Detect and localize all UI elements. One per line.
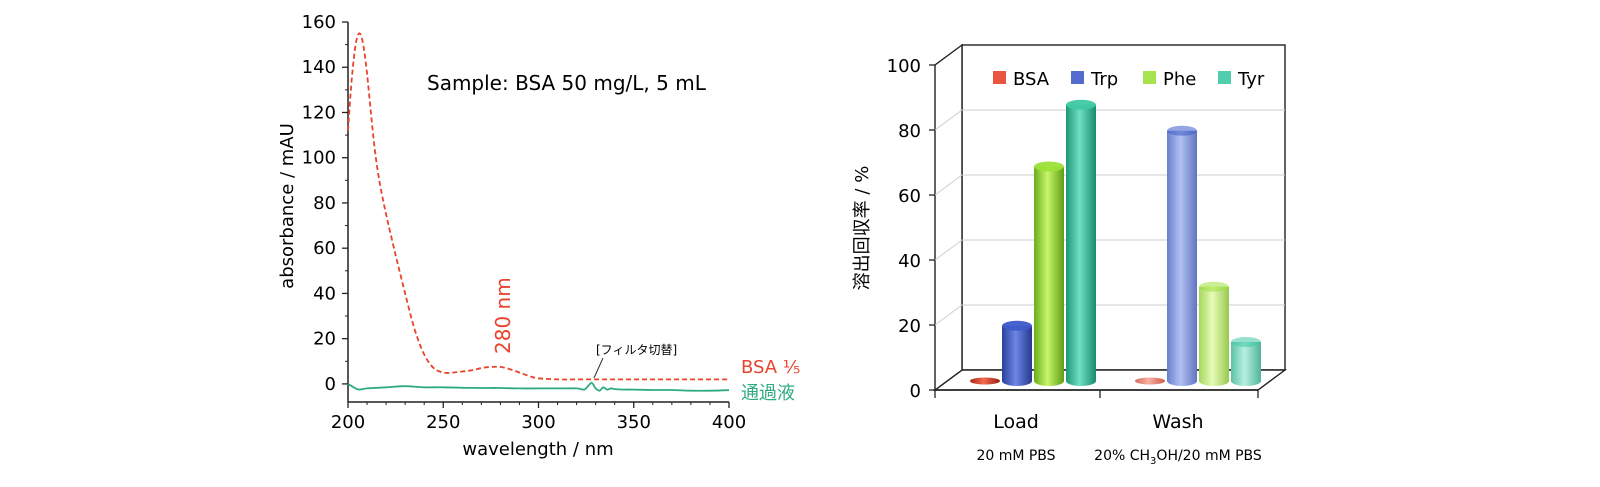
y-tick-label: 120 <box>302 102 336 123</box>
y-tick-label: 20 <box>313 329 336 350</box>
filter-switch-label: [フィルタ切替] <box>596 343 677 357</box>
back-wall <box>961 44 1286 371</box>
category-sublabel-load: 20 mM PBS <box>976 448 1055 464</box>
bar-wash-phe-top <box>1199 281 1229 292</box>
bar-chart-y-axis-label: 溶出回収率 / % <box>852 166 873 291</box>
grid-line-side <box>934 109 963 131</box>
y-tick-label: 40 <box>898 251 921 272</box>
line-chart-x-axis-label: wavelength / nm <box>462 439 613 460</box>
bar-wash-trp <box>1167 130 1197 386</box>
series-line-filtrate <box>347 381 730 392</box>
grid-line-side <box>934 174 963 196</box>
y-tick-label: 80 <box>313 193 336 214</box>
bar-wash-trp-top <box>1167 125 1197 136</box>
y-tick-label: 100 <box>887 56 921 77</box>
series-line-bsa <box>347 32 729 381</box>
sample-annotation: Sample: BSA 50 mg/L, 5 mL <box>427 71 707 95</box>
bar-chart-legend: BSA Trp Phe Tyr <box>993 69 1265 90</box>
line-chart-x-ticks: 200 250 300 350 400 <box>331 402 746 433</box>
y-tick-label: 40 <box>313 283 336 304</box>
y-tick-label: 20 <box>898 316 921 337</box>
grid-line-side <box>934 239 963 261</box>
bar-chart-frame <box>932 43 1288 392</box>
bar-load-bsa <box>970 377 1000 385</box>
y-tick-label: 0 <box>325 374 336 395</box>
y-tick-label: 0 <box>910 381 921 402</box>
legend-swatch-tyr <box>1218 71 1231 84</box>
bar-chart-y-ticks: 0 20 40 60 80 100 <box>887 56 1285 402</box>
bar-wash-bsa <box>1135 377 1165 385</box>
category-sublabel-wash: 20% CH3OH/20 mM PBS <box>1094 448 1262 467</box>
absorbance-line-chart: 200 250 300 350 400 0 20 40 60 80 100 120 140 160 wa… <box>277 12 800 460</box>
x-tick-label: 350 <box>617 412 651 433</box>
bar-load-phe-top <box>1034 161 1064 172</box>
legend-swatch-trp <box>1071 71 1084 84</box>
bar-load-tyr-top <box>1066 99 1096 110</box>
y-tick-label: 160 <box>302 12 336 33</box>
bar-load-trp <box>1002 325 1032 386</box>
bar-wash-tyr-top <box>1231 337 1261 347</box>
side-wall <box>934 43 963 392</box>
line-chart-series <box>347 32 730 392</box>
bar-wash-tyr <box>1231 342 1261 386</box>
y-tick-label: 100 <box>302 148 336 169</box>
recovery-bar-chart: 0 20 40 60 80 100 BSA Trp Phe Tyr Load Wash 20 mM … <box>852 43 1288 467</box>
bar-chart-bars <box>970 99 1261 386</box>
x-tick-label: 250 <box>426 412 460 433</box>
legend-label-bsa: BSA <box>1013 69 1050 90</box>
category-label-wash: Wash <box>1152 411 1203 433</box>
peak-280nm-label: 280 nm <box>491 277 515 354</box>
legend-label-phe: Phe <box>1163 69 1196 90</box>
bar-wash-phe <box>1199 286 1229 386</box>
bar-load-tyr <box>1066 104 1096 386</box>
x-tick-label: 400 <box>712 412 746 433</box>
y-tick-label: 60 <box>313 238 336 259</box>
bar-load-phe <box>1034 166 1064 386</box>
line-chart-y-ticks: 0 20 40 60 80 100 120 140 160 <box>302 12 348 395</box>
bar-load-trp-top <box>1002 320 1032 331</box>
y-tick-label: 140 <box>302 57 336 78</box>
line-chart-y-axis-label: absorbance / mAU <box>277 123 298 289</box>
y-tick-label: 60 <box>898 186 921 207</box>
legend-label-tyr: Tyr <box>1237 69 1265 90</box>
legend-swatch-phe <box>1143 71 1156 84</box>
series-label-filtrate: 通過液 <box>741 383 795 404</box>
category-label-load: Load <box>993 411 1039 433</box>
grid-line-side <box>934 304 963 326</box>
bar-chart-categories: Load Wash 20 mM PBS 20% CH3OH/20 mM PBS <box>934 389 1262 467</box>
series-label-bsa: BSA ⅕ <box>741 357 800 378</box>
y-tick-label: 80 <box>898 121 921 142</box>
legend-swatch-bsa <box>993 71 1006 84</box>
x-tick-label: 300 <box>521 412 555 433</box>
x-tick-label: 200 <box>331 412 365 433</box>
legend-label-trp: Trp <box>1090 69 1118 90</box>
filter-switch-pointer <box>593 357 604 379</box>
